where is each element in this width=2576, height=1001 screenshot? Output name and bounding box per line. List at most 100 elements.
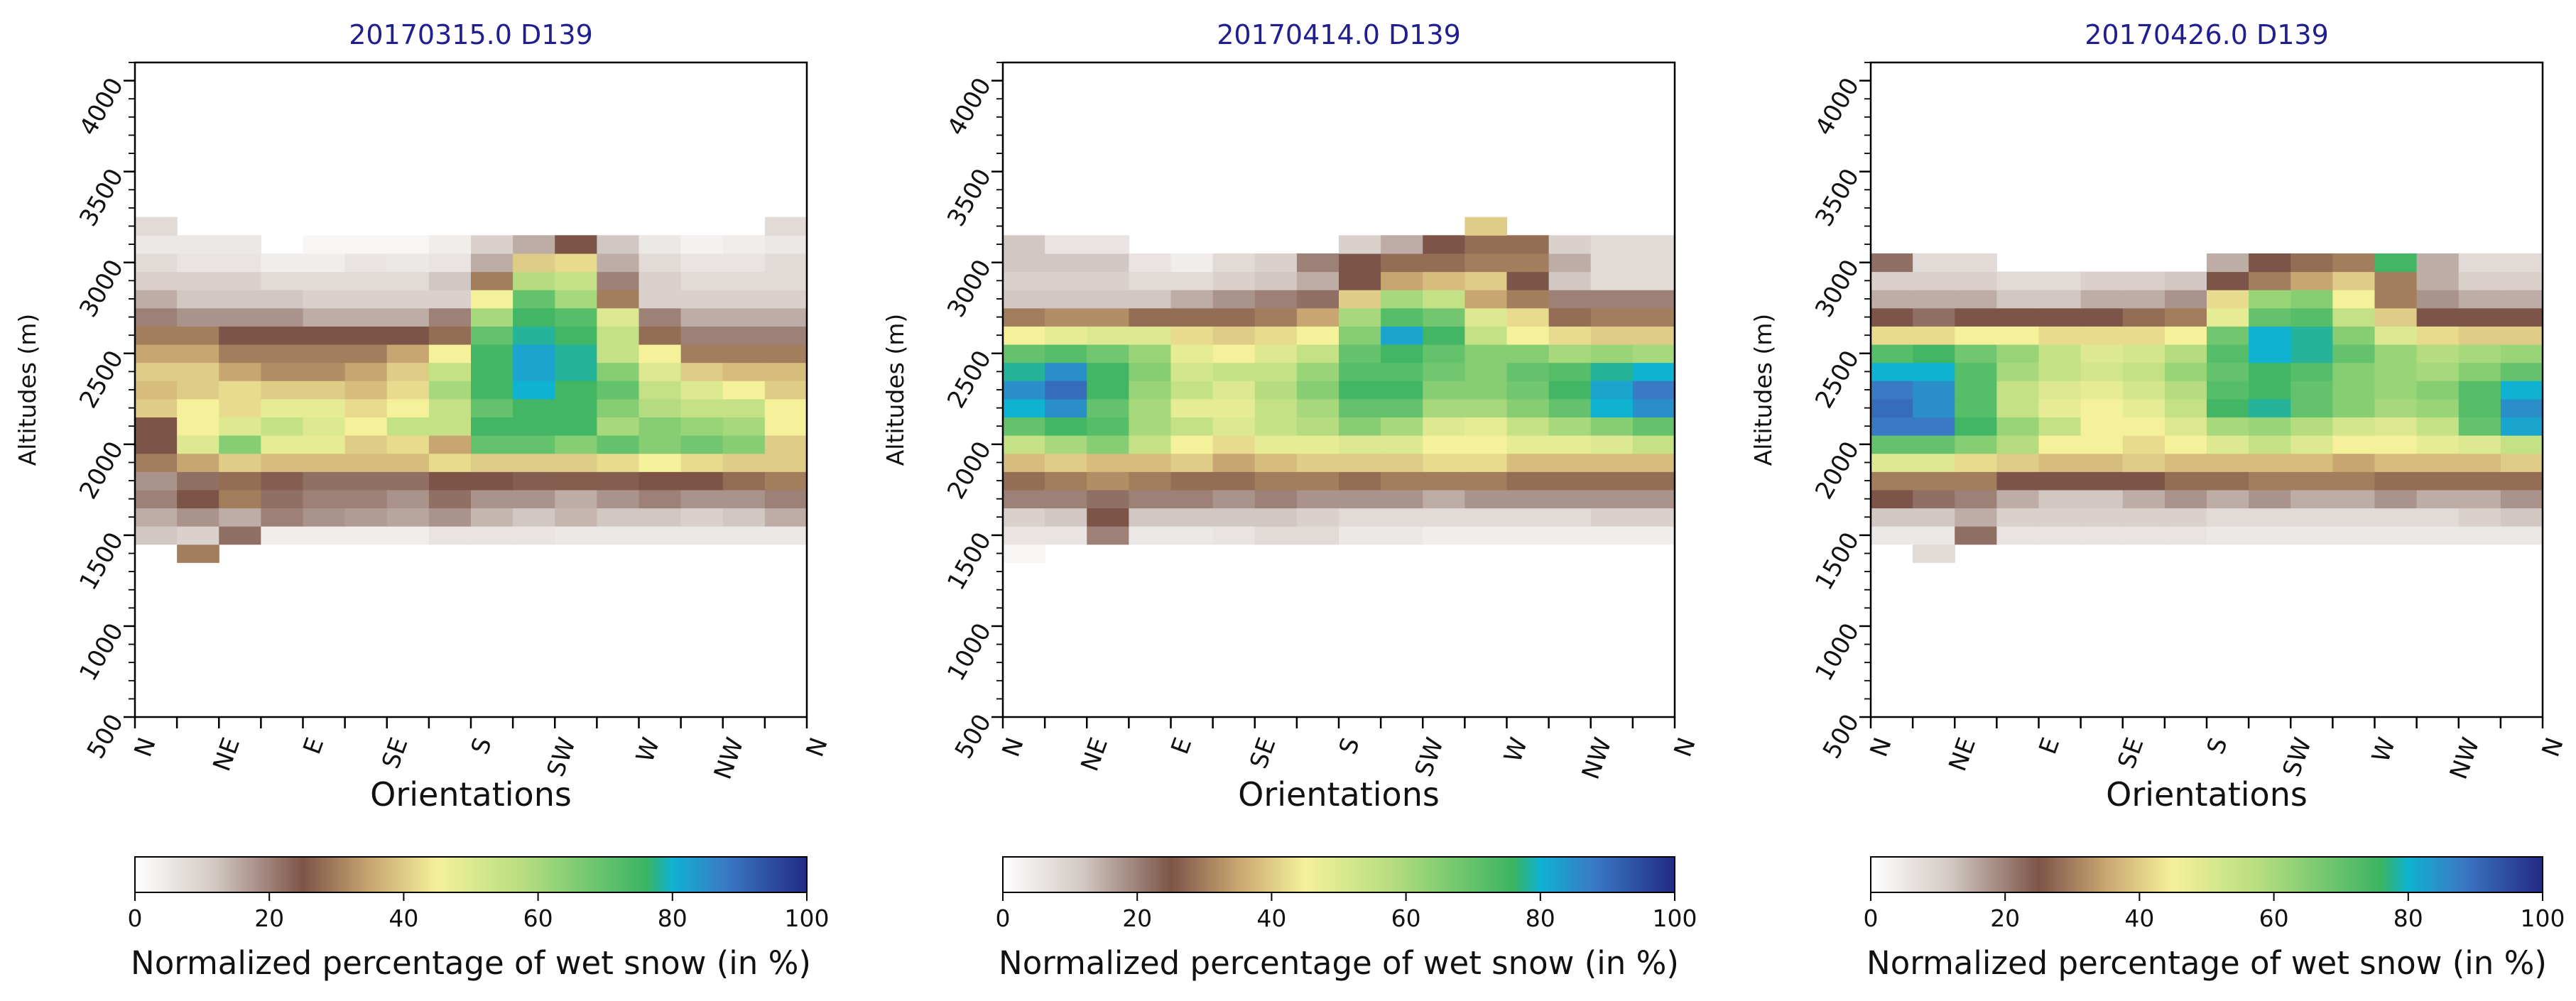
heatmap-cell <box>2249 326 2291 345</box>
heatmap-cell <box>386 235 430 254</box>
heatmap-cell <box>1212 508 1256 527</box>
heatmap-cell <box>386 344 430 363</box>
heatmap-cell <box>428 271 472 290</box>
heatmap-cell <box>680 417 724 436</box>
heatmap-cell <box>1087 398 1129 418</box>
heatmap-cell <box>1254 253 1298 273</box>
heatmap-cell <box>2122 326 2165 345</box>
heatmap-cell <box>219 253 261 273</box>
heatmap-cell <box>1423 326 1465 345</box>
heatmap-cell <box>513 271 555 290</box>
heatmap-cell <box>1506 290 1550 309</box>
y-tick-label: 2500 <box>942 346 997 413</box>
heatmap-cell <box>1506 307 1550 327</box>
heatmap-cell <box>555 235 597 254</box>
heatmap-cell <box>1632 253 1675 273</box>
heatmap-cell <box>2290 417 2333 436</box>
heatmap-cell <box>1548 290 1592 309</box>
heatmap-cell <box>177 526 219 545</box>
heatmap-cell <box>303 453 346 472</box>
heatmap-cell <box>2080 307 2124 327</box>
heatmap-cell <box>1087 235 1129 254</box>
heatmap-cell <box>2500 344 2543 363</box>
heatmap-cell <box>303 435 346 454</box>
heatmap-cell <box>219 526 261 545</box>
heatmap-cell <box>513 290 555 309</box>
heatmap-cell <box>638 453 682 472</box>
x-axis-label: Orientations <box>1238 775 1440 814</box>
heatmap-cell <box>1506 453 1550 472</box>
heatmap-cell <box>2249 398 2291 418</box>
heatmap-cell <box>1296 307 1339 327</box>
heatmap-cell <box>2290 508 2333 527</box>
heatmap-cell <box>1590 362 1634 381</box>
heatmap-cell <box>1254 362 1298 381</box>
heatmap-cell <box>219 362 261 381</box>
heatmap-cell <box>555 453 597 472</box>
heatmap-cell <box>428 344 472 363</box>
heatmap-cell <box>428 253 472 273</box>
heatmap-cell <box>2080 381 2124 400</box>
heatmap-cell <box>764 271 808 290</box>
heatmap-cell <box>764 307 808 327</box>
heatmap-cell <box>471 489 513 509</box>
heatmap-cell <box>2249 435 2291 454</box>
colorbar-frame <box>1870 856 2543 893</box>
heatmap-cell <box>1506 508 1550 527</box>
heatmap-cell <box>1423 471 1465 491</box>
heatmap-cell <box>597 435 640 454</box>
colorbar-tick-label: 60 <box>2259 904 2289 932</box>
heatmap-cell <box>1632 435 1675 454</box>
heatmap-cell <box>303 381 346 400</box>
heatmap-cell <box>1548 435 1592 454</box>
heatmap-cell <box>1129 489 1172 509</box>
heatmap-cell <box>177 417 219 436</box>
heatmap-cell <box>1212 471 1256 491</box>
heatmap-cell <box>135 417 178 436</box>
heatmap-cell <box>177 508 219 527</box>
heatmap-cell <box>2080 489 2124 509</box>
heatmap-cell <box>1871 398 1913 418</box>
heatmap-cell <box>2038 526 2082 545</box>
x-tick-label: SE <box>376 734 413 772</box>
heatmap-cell <box>1996 526 2040 545</box>
x-tick-label: N <box>1668 734 1701 761</box>
heatmap-cell <box>638 362 682 381</box>
heatmap-cell <box>2122 453 2165 472</box>
y-tick-label: 3500 <box>942 164 997 231</box>
heatmap-cell <box>1129 435 1172 454</box>
heatmap-cell <box>555 326 597 345</box>
heatmap-cell <box>680 508 724 527</box>
heatmap-cell <box>2458 271 2501 290</box>
heatmap-cell <box>1381 362 1423 381</box>
heatmap-cell <box>2249 362 2291 381</box>
heatmap-cell <box>344 508 388 527</box>
heatmap-cell <box>1045 326 1087 345</box>
heatmap-cell <box>2164 435 2207 454</box>
heatmap-cell <box>2374 471 2418 491</box>
colorbar-tick-label: 60 <box>1391 904 1421 932</box>
heatmap-cell <box>2374 271 2418 290</box>
colorbar-tick-label: 20 <box>254 904 284 932</box>
heatmap-cell <box>177 271 219 290</box>
heatmap-cell <box>1955 326 1997 345</box>
heatmap-cell <box>1871 417 1913 436</box>
heatmap-cell <box>722 326 766 345</box>
heatmap-cell <box>597 344 640 363</box>
heatmap-cell <box>2249 471 2291 491</box>
heatmap-cell <box>1590 453 1634 472</box>
heatmap-cell <box>1296 526 1339 545</box>
heatmap-cell <box>219 271 261 290</box>
heatmap-cell <box>1423 362 1465 381</box>
heatmap-cell <box>1296 508 1339 527</box>
y-tick-label: 4000 <box>942 73 997 141</box>
colorbar-tick-label: 20 <box>1990 904 2020 932</box>
heatmap-cell <box>1871 307 1913 327</box>
heatmap-cell <box>219 508 261 527</box>
heatmap-cell <box>1129 362 1172 381</box>
heatmap-cell <box>1506 471 1550 491</box>
heatmap-cell <box>2500 489 2543 509</box>
y-tick-label: 500 <box>1817 709 1865 763</box>
heatmap-cell <box>638 398 682 418</box>
heatmap-cell <box>2207 381 2249 400</box>
